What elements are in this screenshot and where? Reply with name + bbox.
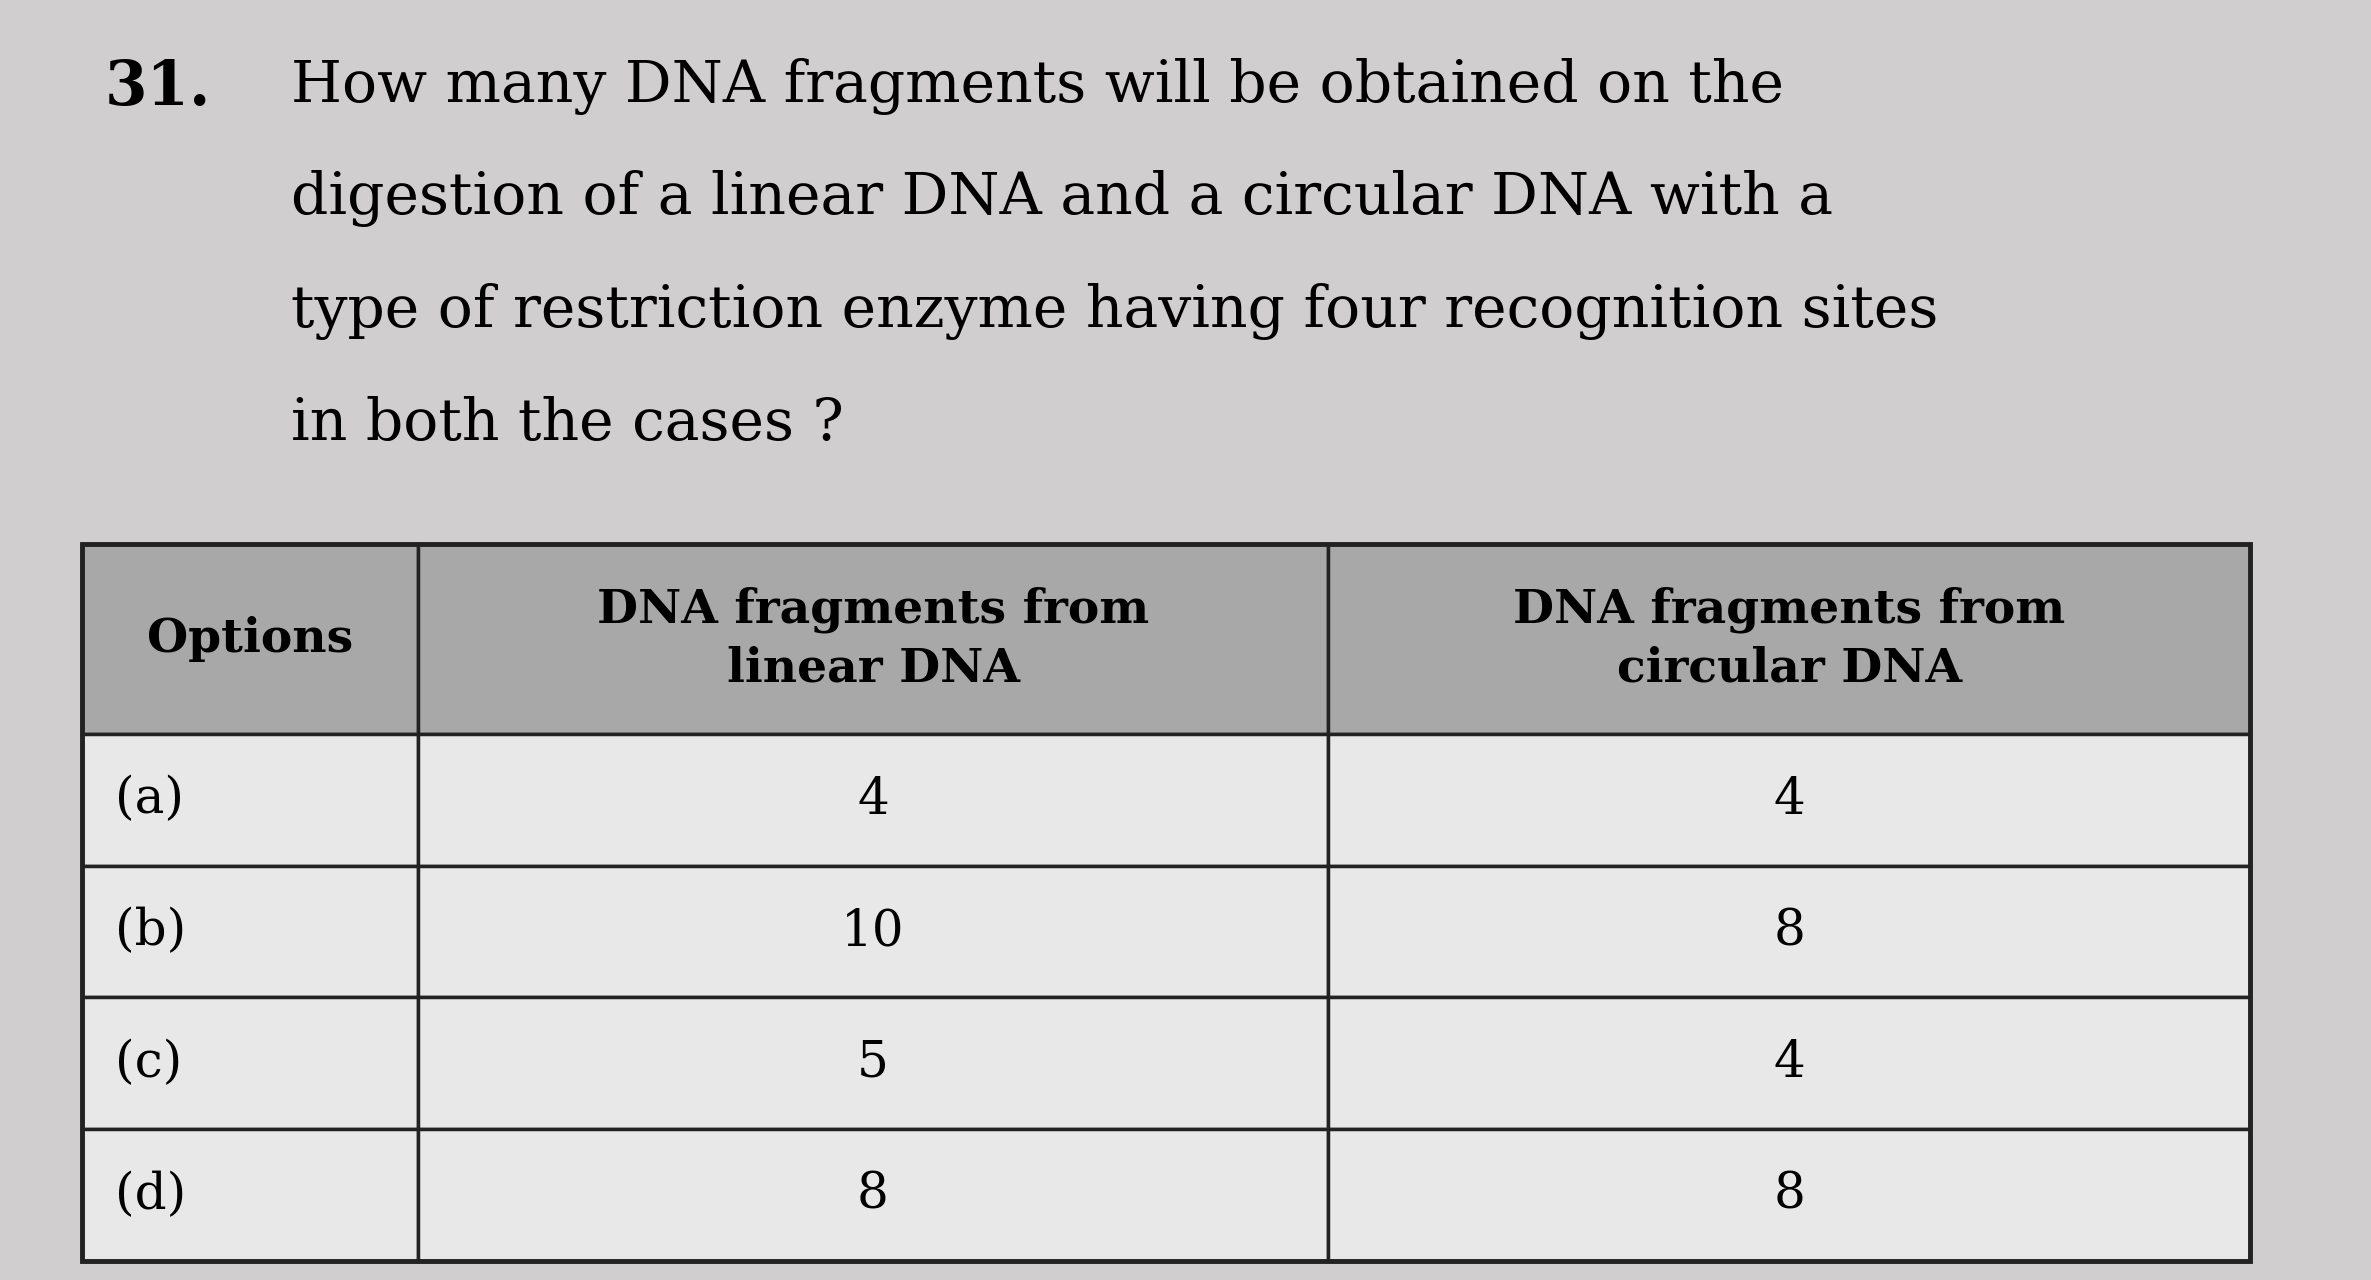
Text: (a): (a) xyxy=(116,776,185,824)
Text: 8: 8 xyxy=(1774,906,1804,956)
Bar xyxy=(417,1129,1328,1261)
Text: (d): (d) xyxy=(116,1170,187,1220)
Bar xyxy=(81,733,417,865)
Text: 4: 4 xyxy=(1774,1038,1804,1088)
Bar xyxy=(81,1129,417,1261)
Text: type of restriction enzyme having four recognition sites: type of restriction enzyme having four r… xyxy=(292,283,1939,340)
Text: digestion of a linear DNA and a circular DNA with a: digestion of a linear DNA and a circular… xyxy=(292,170,1833,228)
Bar xyxy=(1328,733,2250,865)
Bar xyxy=(1328,865,2250,997)
Text: 4: 4 xyxy=(1774,776,1804,824)
Bar xyxy=(417,865,1328,997)
Text: DNA fragments from
circular DNA: DNA fragments from circular DNA xyxy=(1513,586,2065,691)
Bar xyxy=(417,733,1328,865)
Text: 8: 8 xyxy=(856,1170,889,1220)
Text: (c): (c) xyxy=(116,1038,183,1088)
Text: Options: Options xyxy=(147,616,353,662)
Text: How many DNA fragments will be obtained on the: How many DNA fragments will be obtained … xyxy=(292,58,1785,115)
Text: DNA fragments from
linear DNA: DNA fragments from linear DNA xyxy=(597,586,1150,691)
Bar xyxy=(81,865,417,997)
Text: 5: 5 xyxy=(856,1038,889,1088)
Bar xyxy=(417,544,1328,733)
Text: 10: 10 xyxy=(842,906,906,956)
Text: in both the cases ?: in both the cases ? xyxy=(292,396,844,452)
Text: 8: 8 xyxy=(1774,1170,1804,1220)
Bar xyxy=(1328,1129,2250,1261)
Bar xyxy=(81,544,2250,1261)
Bar xyxy=(417,997,1328,1129)
Bar xyxy=(81,997,417,1129)
Bar xyxy=(1328,544,2250,733)
Text: (b): (b) xyxy=(116,906,187,956)
Bar xyxy=(81,544,417,733)
Bar xyxy=(1328,997,2250,1129)
Text: 4: 4 xyxy=(858,776,889,824)
Text: 31.: 31. xyxy=(104,58,211,118)
